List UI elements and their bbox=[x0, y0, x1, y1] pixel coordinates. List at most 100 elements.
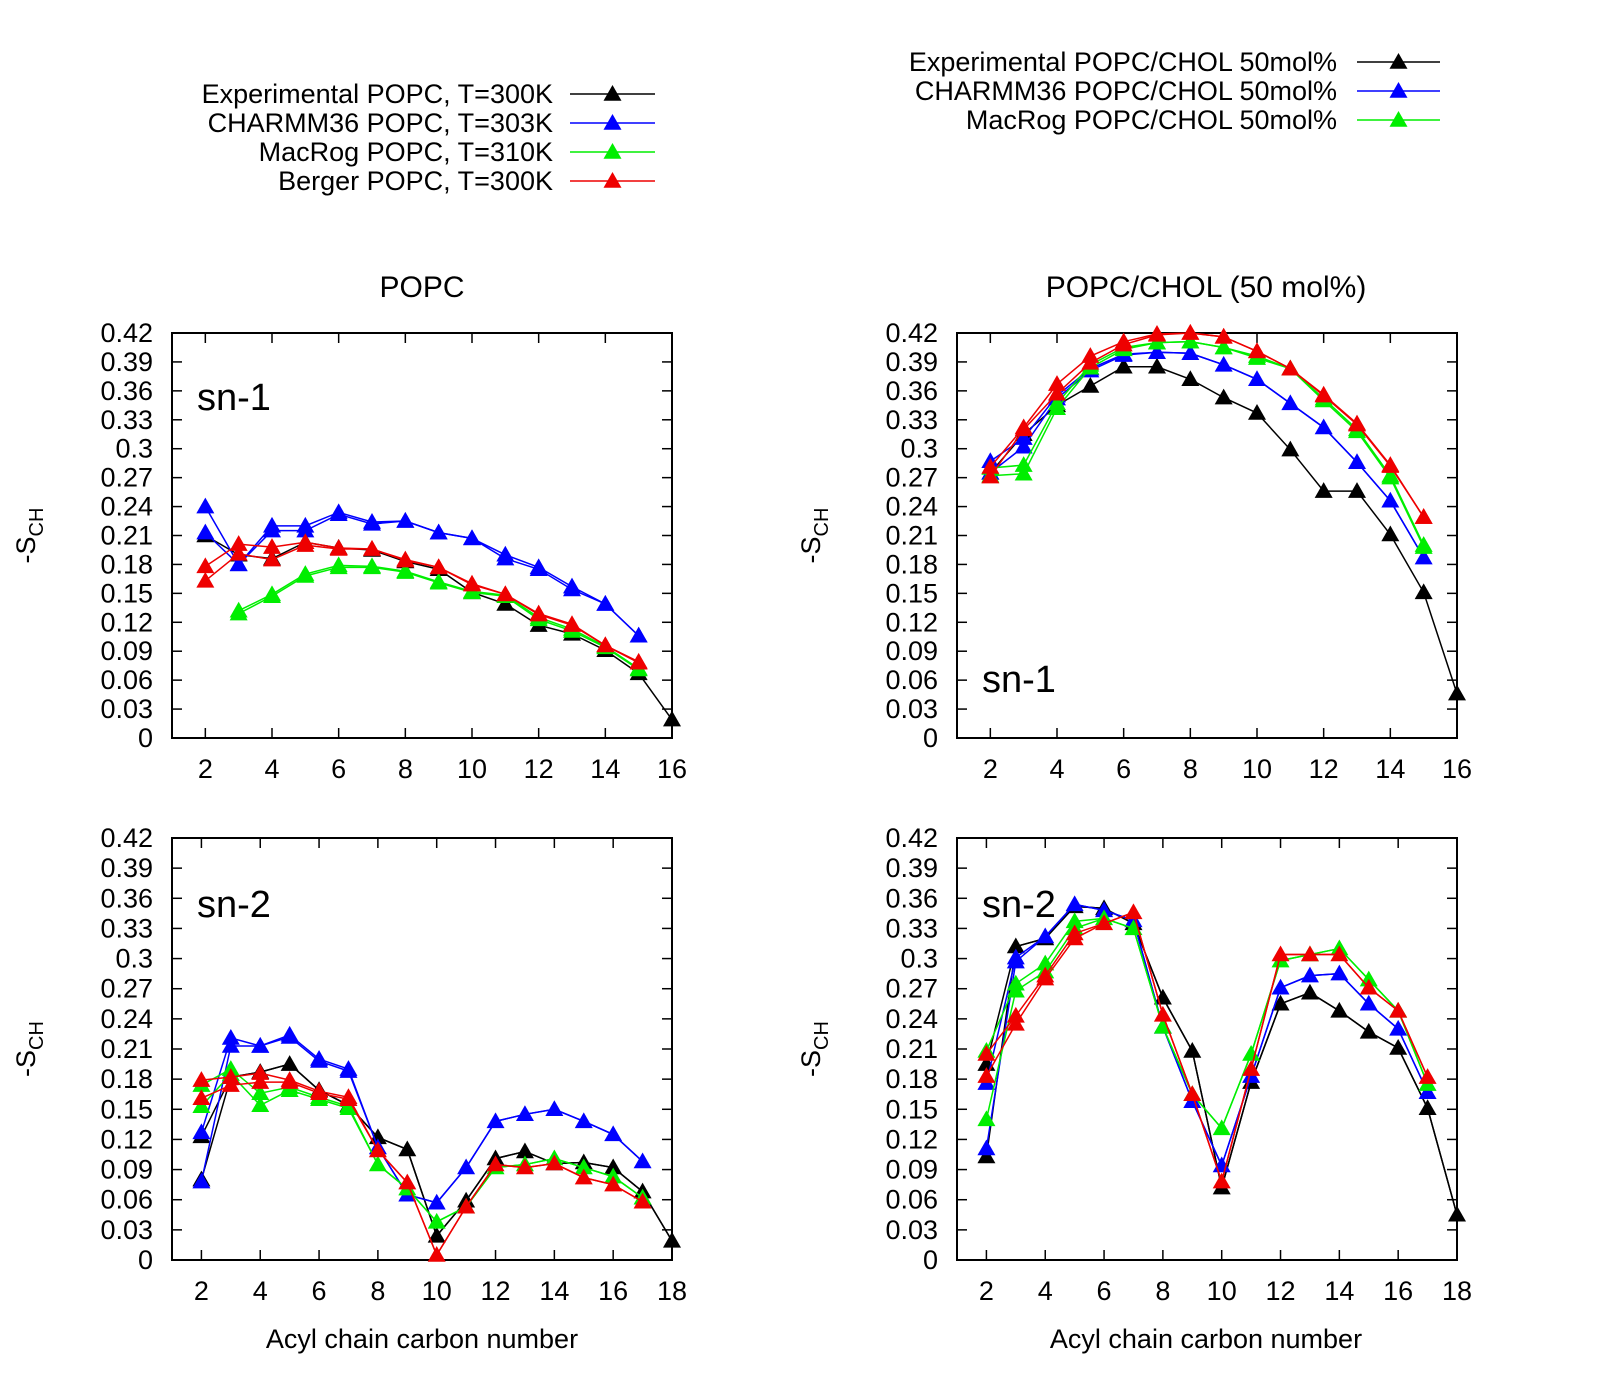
data-point bbox=[604, 1167, 623, 1184]
y-tick-label: 0.18 bbox=[885, 1064, 938, 1094]
data-point bbox=[1148, 325, 1166, 342]
data-point bbox=[1448, 684, 1466, 701]
data-point bbox=[1448, 1205, 1466, 1222]
data-point bbox=[1081, 377, 1100, 393]
y-tick-label: 0.33 bbox=[100, 405, 153, 435]
x-tick-label: 16 bbox=[1383, 1276, 1413, 1306]
data-point bbox=[1300, 966, 1319, 983]
y-tick-label: 0.06 bbox=[100, 665, 153, 695]
y-tick-label: 0.39 bbox=[100, 347, 153, 377]
x-tick-label: 18 bbox=[657, 1276, 687, 1306]
data-point bbox=[1271, 945, 1290, 962]
data-point bbox=[1418, 1068, 1437, 1084]
data-point bbox=[1183, 1085, 1202, 1101]
data-point bbox=[1271, 978, 1290, 995]
data-point bbox=[529, 560, 548, 576]
data-point bbox=[1212, 1172, 1231, 1189]
data-point bbox=[486, 1155, 505, 1172]
data-point bbox=[1389, 1019, 1408, 1036]
data-point bbox=[545, 1100, 564, 1117]
data-point bbox=[221, 1076, 240, 1092]
data-point bbox=[1381, 491, 1400, 508]
y-tick-label: 0.24 bbox=[100, 492, 153, 522]
data-point bbox=[396, 551, 415, 568]
series-line-alt bbox=[201, 1081, 643, 1257]
y-tick-label: 0.39 bbox=[885, 347, 938, 377]
data-point bbox=[574, 1112, 593, 1129]
x-tick-label: 6 bbox=[1097, 1276, 1112, 1306]
y-tick-label: 0.06 bbox=[885, 1185, 938, 1215]
y-tick-label: 0.42 bbox=[100, 823, 153, 853]
data-point bbox=[457, 1197, 476, 1214]
data-point bbox=[1014, 429, 1033, 445]
data-point bbox=[1181, 344, 1200, 360]
data-point bbox=[1330, 945, 1349, 962]
data-point bbox=[1214, 388, 1233, 405]
x-tick-label: 2 bbox=[198, 754, 213, 784]
data-point bbox=[1124, 903, 1143, 920]
x-tick-label: 8 bbox=[1183, 754, 1198, 784]
data-point bbox=[1153, 1005, 1172, 1022]
y-tick-label: 0 bbox=[138, 723, 153, 753]
x-tick-label: 16 bbox=[1442, 754, 1472, 784]
x-tick-label: 14 bbox=[539, 1276, 569, 1306]
data-point bbox=[977, 1110, 996, 1127]
data-point bbox=[396, 563, 415, 579]
data-point bbox=[1381, 525, 1400, 542]
data-point bbox=[1095, 914, 1114, 931]
data-point bbox=[1348, 453, 1366, 469]
panel-2: 00.030.060.090.120.150.180.210.240.270.3… bbox=[796, 318, 1472, 784]
legend-marker-triangle-icon bbox=[603, 172, 622, 188]
data-point bbox=[633, 1192, 652, 1209]
data-point bbox=[221, 1036, 240, 1053]
data-point bbox=[296, 536, 315, 552]
data-point bbox=[251, 1036, 270, 1053]
y-tick-label: 0.03 bbox=[885, 694, 938, 724]
series-line-alt bbox=[989, 351, 1425, 559]
data-point bbox=[251, 1096, 270, 1113]
data-point bbox=[229, 535, 248, 551]
y-tick-label: 0.18 bbox=[885, 549, 938, 579]
legend-label: Berger POPC, T=300K bbox=[278, 166, 553, 196]
data-point bbox=[192, 1089, 211, 1105]
legend-marker-triangle-icon bbox=[603, 143, 622, 159]
data-point bbox=[196, 497, 215, 514]
y-tick-label: 0.15 bbox=[100, 578, 153, 608]
data-point bbox=[251, 1084, 270, 1100]
data-point bbox=[604, 1125, 623, 1142]
data-point bbox=[263, 538, 281, 554]
y-tick-label: 0.39 bbox=[885, 853, 938, 883]
data-point bbox=[1418, 1099, 1437, 1116]
data-point bbox=[515, 1158, 534, 1175]
y-tick-label: 0.24 bbox=[885, 1004, 938, 1034]
y-tick-label: 0.42 bbox=[885, 823, 938, 853]
data-point bbox=[563, 580, 581, 597]
data-point bbox=[192, 1097, 211, 1114]
data-point bbox=[363, 558, 381, 575]
data-point bbox=[196, 557, 215, 574]
data-point bbox=[398, 1140, 417, 1157]
data-point bbox=[463, 529, 481, 546]
data-point bbox=[1014, 464, 1033, 481]
data-point bbox=[1381, 457, 1400, 473]
data-point bbox=[429, 573, 448, 590]
data-point bbox=[977, 1045, 996, 1061]
x-tick-label: 4 bbox=[253, 1276, 268, 1306]
y-tick-label: 0.12 bbox=[885, 607, 938, 637]
data-point bbox=[633, 1152, 652, 1169]
data-point bbox=[251, 1073, 270, 1089]
y-tick-label: 0.21 bbox=[885, 1034, 938, 1064]
data-point bbox=[1389, 1038, 1408, 1055]
data-point bbox=[1048, 399, 1066, 415]
data-point bbox=[1314, 482, 1333, 498]
legend-label: CHARMM36 POPC/CHOL 50mol% bbox=[915, 76, 1337, 106]
data-point bbox=[429, 558, 448, 575]
x-tick-label: 16 bbox=[657, 754, 687, 784]
data-point bbox=[1148, 357, 1166, 374]
y-tick-label: 0.21 bbox=[100, 1034, 153, 1064]
data-point bbox=[192, 1123, 211, 1140]
data-point bbox=[1214, 355, 1233, 372]
y-tick-label: 0.09 bbox=[100, 1155, 153, 1185]
series-line-alt bbox=[200, 1036, 644, 1204]
data-point bbox=[1348, 482, 1366, 498]
